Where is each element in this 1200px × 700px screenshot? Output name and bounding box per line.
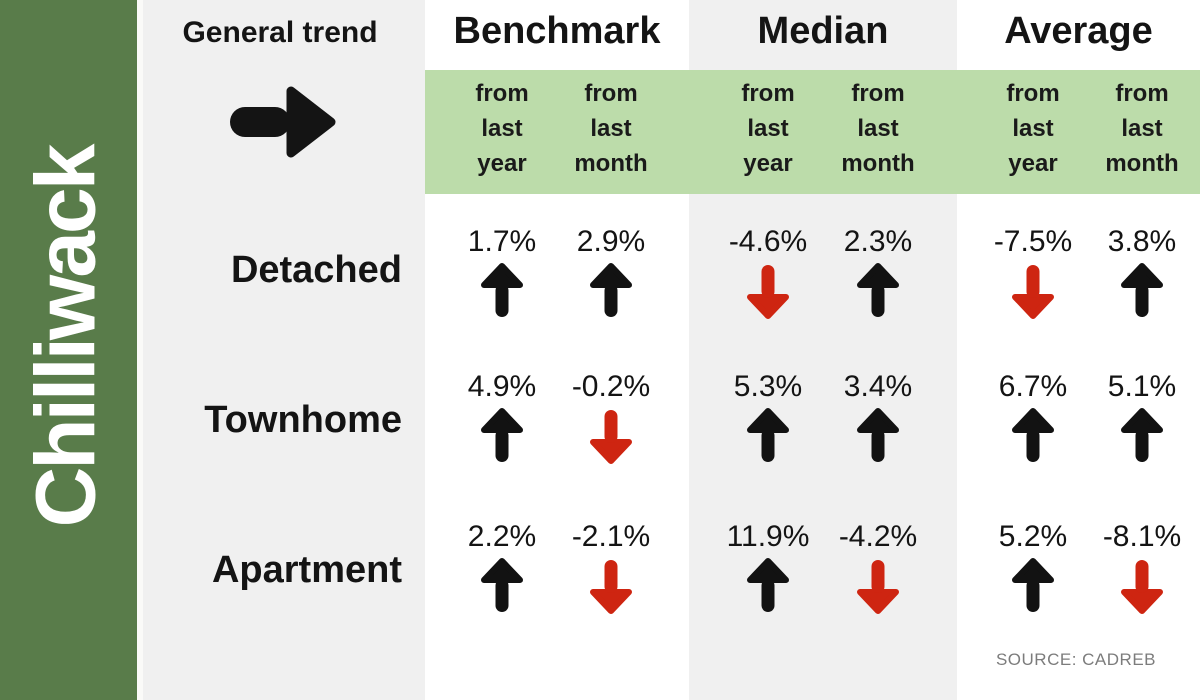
subheader-median-year: from last year — [741, 80, 795, 177]
subheader-benchmark-month: from last month — [574, 80, 648, 177]
cell-townhome-average-month: 5.1% — [1087, 371, 1197, 465]
percent-value: -7.5% — [993, 225, 1073, 258]
percent-value: 5.2% — [998, 520, 1068, 553]
percent-value: 2.3% — [843, 225, 913, 258]
row-label-detached: Detached — [230, 249, 402, 291]
cell-apartment-benchmark-year: 2.2% — [447, 521, 557, 615]
percent-value: -2.1% — [571, 520, 651, 553]
cell-apartment-average-year: 5.2% — [978, 521, 1088, 615]
cell-apartment-benchmark-month: -2.1% — [556, 521, 666, 615]
trend-arrow-icon — [1120, 407, 1164, 465]
percent-value: 2.9% — [576, 225, 646, 258]
trend-arrow-icon — [1011, 407, 1055, 465]
trend-arrow-icon — [480, 557, 524, 615]
sidebar-divider — [137, 0, 143, 700]
column-header-average: Average — [1004, 10, 1153, 52]
percent-value: 2.2% — [467, 520, 537, 553]
trend-arrow-icon — [1120, 262, 1164, 320]
row-label-apartment: Apartment — [211, 549, 402, 591]
trend-arrow-icon — [856, 557, 900, 615]
percent-value: 11.9% — [726, 520, 810, 553]
percent-value: -0.2% — [571, 370, 651, 403]
percent-value: 1.7% — [467, 225, 537, 258]
trend-arrow-icon — [746, 262, 790, 320]
trend-arrow-icon — [589, 407, 633, 465]
trend-arrow-icon — [480, 262, 524, 320]
cell-townhome-median-month: 3.4% — [823, 371, 933, 465]
percent-value: 5.1% — [1107, 370, 1177, 403]
cell-apartment-median-month: -4.2% — [823, 521, 933, 615]
row-label-townhome: Townhome — [204, 399, 402, 441]
trend-arrow-icon — [480, 407, 524, 465]
percent-value: -4.6% — [728, 225, 808, 258]
subheader-band — [425, 70, 1200, 194]
cell-apartment-median-year: 11.9% — [713, 521, 823, 615]
percent-value: 4.9% — [467, 370, 537, 403]
percent-value: 6.7% — [998, 370, 1068, 403]
cell-townhome-median-year: 5.3% — [713, 371, 823, 465]
cell-detached-benchmark-month: 2.9% — [556, 226, 666, 320]
percent-value: 5.3% — [733, 370, 803, 403]
cell-detached-average-year: -7.5% — [978, 226, 1088, 320]
cell-detached-median-month: 2.3% — [823, 226, 933, 320]
trend-arrow-icon — [1120, 557, 1164, 615]
percent-value: 3.8% — [1107, 225, 1177, 258]
cell-detached-benchmark-year: 1.7% — [447, 226, 557, 320]
trend-arrow-icon — [1011, 557, 1055, 615]
region-sidebar — [0, 0, 137, 700]
cell-townhome-average-year: 6.7% — [978, 371, 1088, 465]
right-arrow-icon — [227, 83, 339, 161]
general-trend-label: General trend — [182, 16, 378, 49]
cell-townhome-benchmark-month: -0.2% — [556, 371, 666, 465]
percent-value: -8.1% — [1102, 520, 1182, 553]
cell-townhome-benchmark-year: 4.9% — [447, 371, 557, 465]
trend-arrow-icon — [589, 557, 633, 615]
column-header-median: Median — [757, 10, 889, 52]
subheader-median-month: from last month — [841, 80, 915, 177]
cell-apartment-average-month: -8.1% — [1087, 521, 1197, 615]
region-title: Chilliwack — [18, 146, 113, 528]
subheader-benchmark-year: from last year — [475, 80, 529, 177]
source-credit: SOURCE: CADREB — [995, 650, 1156, 669]
trend-arrow-icon — [746, 557, 790, 615]
trend-arrow-icon — [746, 407, 790, 465]
trend-arrow-icon — [1011, 262, 1055, 320]
column-header-benchmark: Benchmark — [453, 10, 661, 52]
trend-arrow-icon — [856, 262, 900, 320]
trend-arrow-icon — [856, 407, 900, 465]
cell-detached-average-month: 3.8% — [1087, 226, 1197, 320]
trend-arrow-icon — [589, 262, 633, 320]
cell-detached-median-year: -4.6% — [713, 226, 823, 320]
subheader-average-month: from last month — [1105, 80, 1179, 177]
subheader-average-year: from last year — [1006, 80, 1060, 177]
percent-value: 3.4% — [843, 370, 913, 403]
percent-value: -4.2% — [838, 520, 918, 553]
